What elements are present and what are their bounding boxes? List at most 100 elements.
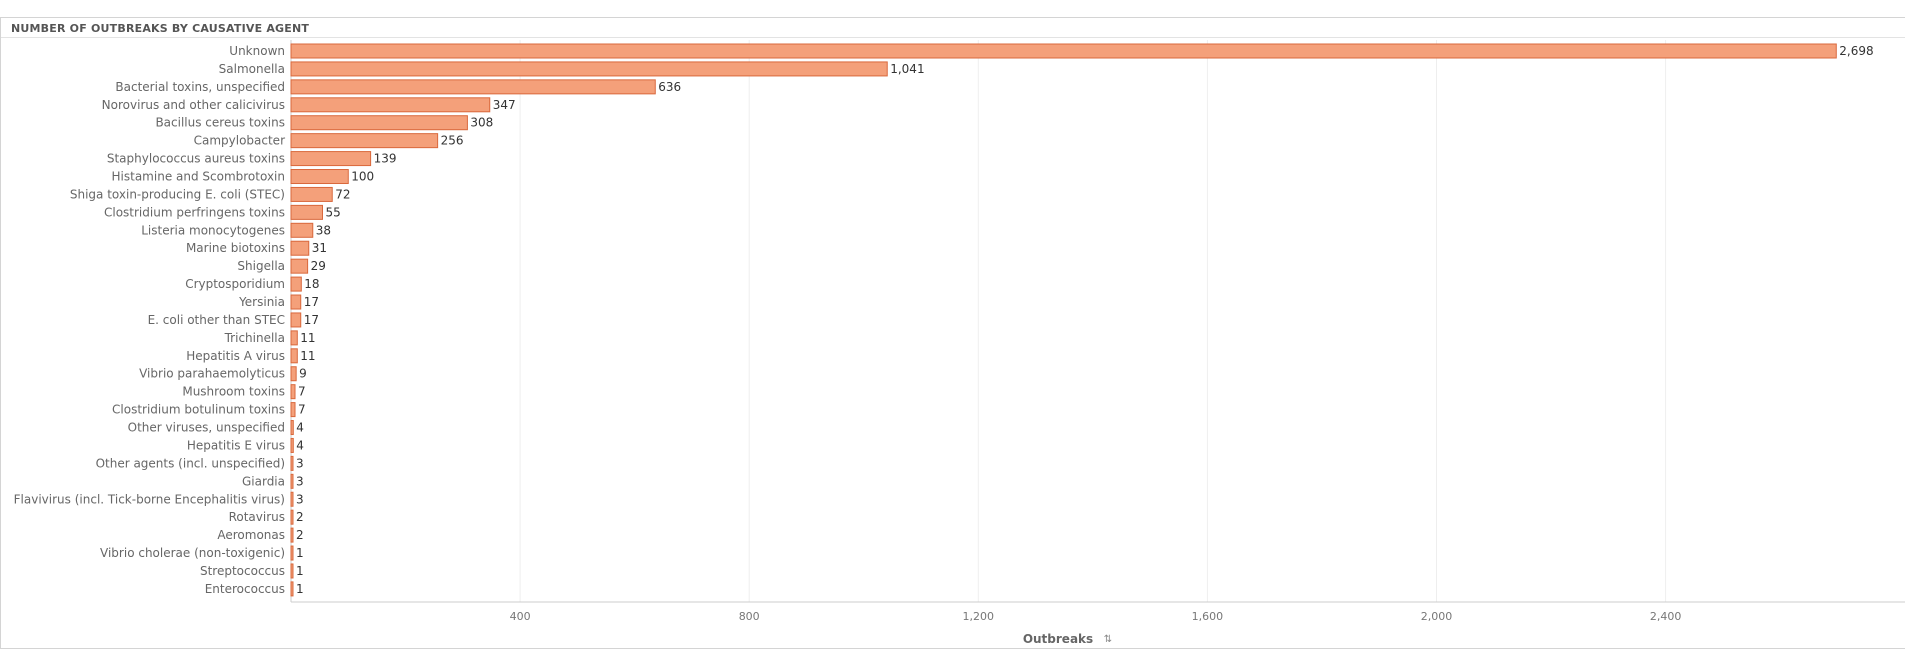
- bar: [290, 473, 294, 489]
- category-label: Norovirus and other calicivirus: [102, 98, 285, 112]
- value-label: 3: [296, 492, 304, 506]
- category-label: Shigella: [237, 259, 285, 273]
- x-tick-label: 400: [510, 610, 531, 623]
- value-label: 347: [493, 98, 516, 112]
- category-label: Shiga toxin-producing E. coli (STEC): [70, 187, 285, 201]
- value-label: 3: [296, 474, 304, 488]
- bar: [290, 115, 468, 131]
- value-label: 7: [298, 385, 306, 399]
- category-label: Flavivirus (incl. Tick-borne Encephaliti…: [14, 492, 285, 506]
- bar: [290, 43, 1837, 59]
- bar: [290, 61, 888, 77]
- category-label: Cryptosporidium: [185, 277, 285, 291]
- bar: [290, 420, 294, 436]
- x-tick-label: 800: [739, 610, 760, 623]
- value-label: 18: [304, 277, 319, 291]
- category-label: Yersinia: [238, 295, 285, 309]
- category-label: Listeria monocytogenes: [141, 223, 285, 237]
- value-label: 3: [296, 456, 304, 470]
- bar: [290, 312, 302, 328]
- value-label: 38: [316, 223, 331, 237]
- bar: [290, 330, 298, 346]
- value-label: 2: [296, 510, 304, 524]
- category-label: Clostridium botulinum toxins: [112, 403, 285, 417]
- bar: [290, 563, 294, 579]
- sort-icon[interactable]: ⇅: [1104, 634, 1112, 645]
- value-label: 11: [300, 331, 315, 345]
- category-label: Rotavirus: [229, 510, 285, 524]
- chart-panel: NUMBER OF OUTBREAKS BY CAUSATIVE AGENT: [0, 17, 1905, 649]
- value-label: 17: [304, 295, 319, 309]
- bar: [290, 437, 294, 453]
- value-label: 17: [304, 313, 319, 327]
- bar: [290, 222, 314, 238]
- category-label: Salmonella: [219, 62, 285, 76]
- bar: [290, 402, 296, 418]
- value-label: 2,698: [1839, 44, 1873, 58]
- category-label: Hepatitis E virus: [187, 438, 285, 452]
- x-tick-label: 2,000: [1421, 610, 1453, 623]
- value-label: 9: [299, 367, 307, 381]
- bar: [290, 527, 294, 543]
- category-label: Aeromonas: [217, 528, 285, 542]
- value-label: 256: [441, 134, 464, 148]
- bar: [290, 384, 296, 400]
- value-label: 11: [300, 349, 315, 363]
- bar: [290, 240, 310, 256]
- value-label: 72: [335, 187, 350, 201]
- chart-title: NUMBER OF OUTBREAKS BY CAUSATIVE AGENT: [11, 22, 310, 35]
- category-label: Trichinella: [224, 331, 285, 345]
- x-tick-label: 2,400: [1650, 610, 1682, 623]
- value-label: 1: [296, 546, 304, 560]
- category-label: Other agents (incl. unspecified): [96, 456, 285, 470]
- x-axis-title: Outbreaks: [1023, 632, 1093, 646]
- category-label: Marine biotoxins: [186, 241, 285, 255]
- x-tick-label: 1,600: [1192, 610, 1224, 623]
- value-label: 1,041: [890, 62, 924, 76]
- value-label: 1: [296, 582, 304, 596]
- category-label: Giardia: [242, 474, 285, 488]
- category-label: Vibrio parahaemolyticus: [139, 367, 285, 381]
- category-label: Bacillus cereus toxins: [155, 116, 285, 130]
- value-label: 4: [296, 438, 304, 452]
- value-label: 100: [351, 170, 374, 184]
- category-label: Clostridium perfringens toxins: [104, 205, 285, 219]
- category-label: Histamine and Scombrotoxin: [112, 170, 285, 184]
- value-label: 308: [470, 116, 493, 130]
- category-label: Other viruses, unspecified: [128, 421, 285, 435]
- bar: [290, 258, 309, 274]
- category-label: Mushroom toxins: [182, 385, 285, 399]
- category-label: Campylobacter: [194, 134, 285, 148]
- bar: [290, 294, 302, 310]
- bar: [290, 545, 294, 561]
- value-label: 4: [296, 421, 304, 435]
- value-label: 1: [296, 564, 304, 578]
- value-label: 2: [296, 528, 304, 542]
- bar: [290, 276, 302, 292]
- bar: [290, 491, 294, 507]
- bar: [290, 151, 372, 167]
- category-label: Streptococcus: [200, 564, 285, 578]
- bar: [290, 204, 324, 220]
- bar: [290, 133, 439, 149]
- bar: [290, 509, 294, 525]
- value-label: 31: [312, 241, 327, 255]
- category-label: Unknown: [229, 44, 285, 58]
- bar: [290, 97, 491, 113]
- bar: [290, 455, 294, 471]
- category-label: E. coli other than STEC: [148, 313, 285, 327]
- bar: [290, 169, 349, 185]
- bar: [290, 366, 297, 382]
- bar: [290, 79, 656, 95]
- value-label: 139: [374, 152, 397, 166]
- category-label: Bacterial toxins, unspecified: [115, 80, 285, 94]
- bar: [290, 581, 294, 597]
- category-label: Hepatitis A virus: [186, 349, 285, 363]
- value-label: 29: [311, 259, 326, 273]
- panel-header: NUMBER OF OUTBREAKS BY CAUSATIVE AGENT: [1, 18, 1905, 38]
- bar: [290, 186, 333, 202]
- value-label: 636: [658, 80, 681, 94]
- value-label: 7: [298, 403, 306, 417]
- value-label: 55: [326, 205, 341, 219]
